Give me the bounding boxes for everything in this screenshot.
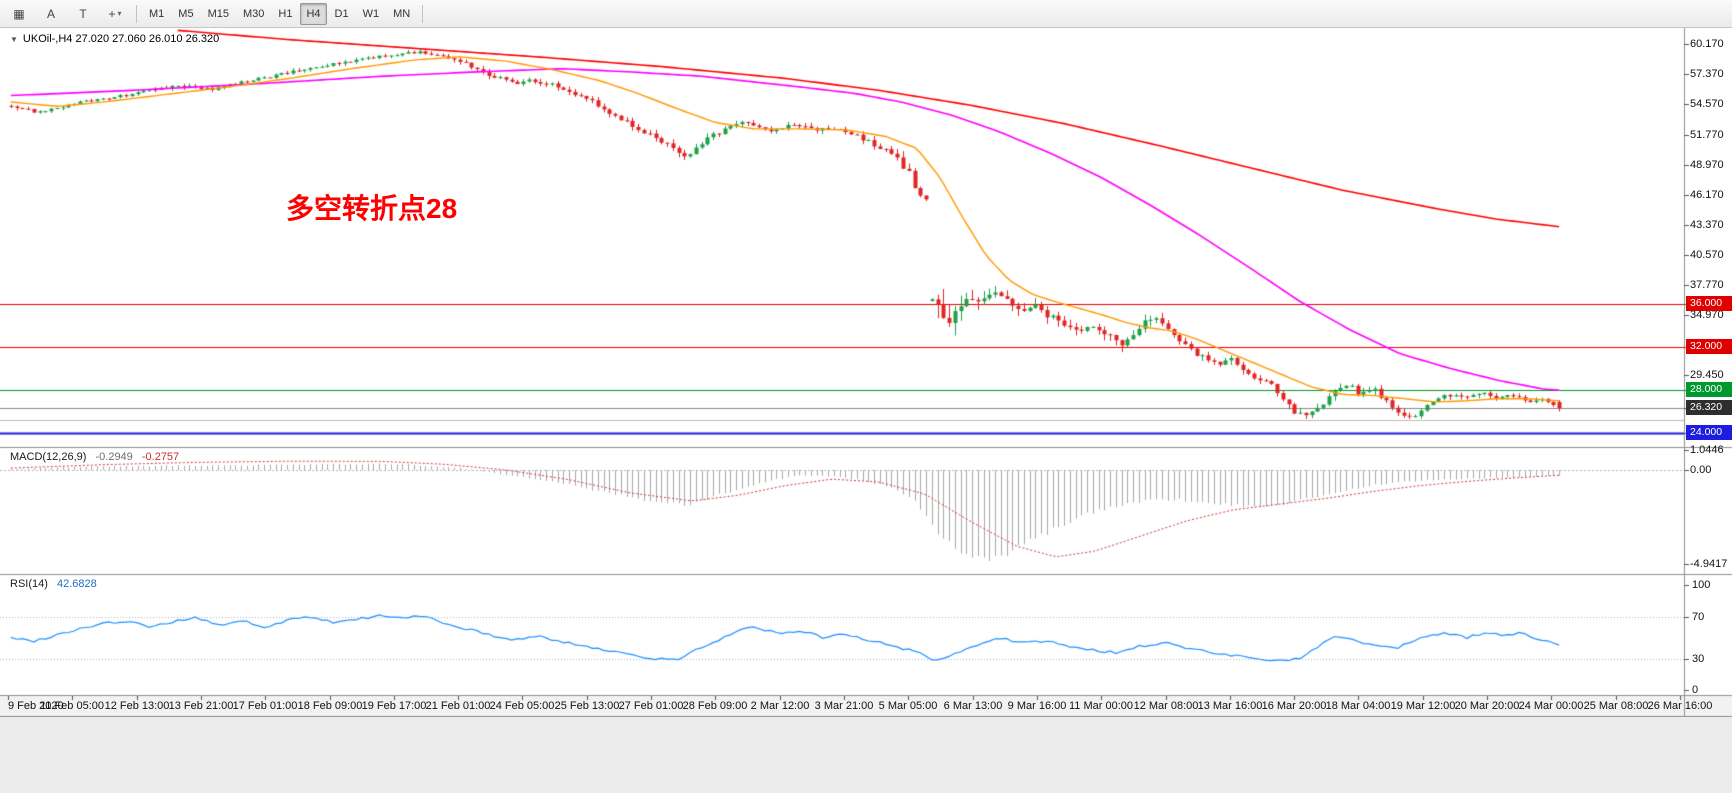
- annotation-text[interactable]: 多空转折点28: [286, 193, 458, 224]
- macd-name: MACD(12,26,9): [10, 451, 87, 463]
- tf-button-m30[interactable]: M30: [242, 7, 265, 20]
- crosshair-dropdown-button[interactable]: + ▾: [108, 6, 122, 21]
- toolbar-tools: ▦ A T + ▾: [4, 3, 130, 25]
- tf-button-w1[interactable]: W1: [362, 7, 380, 20]
- rsi-value: 42.6828: [56, 578, 97, 590]
- timeframe-buttons: M1 M5 M15 M30 H1 H4 D1 W1 MN: [143, 2, 416, 25]
- toolbar-separator: [136, 4, 137, 23]
- cursor-a-button[interactable]: A: [46, 6, 55, 21]
- rsi-subwindow[interactable]: [0, 575, 1684, 695]
- tf-button-d1[interactable]: D1: [334, 7, 349, 20]
- tf-button-m5[interactable]: M5: [178, 7, 194, 20]
- price-axis[interactable]: [1684, 28, 1732, 717]
- tf-button-m1[interactable]: M1: [149, 7, 165, 20]
- tf-button-h1[interactable]: H1: [278, 7, 293, 20]
- symbol-ohlc-label: ▼ UKOil-,H4 27.020 27.060 26.010 26.320: [10, 33, 219, 45]
- macd-indicator-label: MACD(12,26,9) -0.2949 -0.2757: [10, 451, 179, 463]
- caret-down-icon: ▾: [117, 9, 122, 18]
- tf-button-mn[interactable]: MN: [393, 7, 411, 20]
- macd-value-main: -0.2949: [95, 451, 133, 463]
- toolbar-separator: [422, 4, 424, 23]
- rsi-indicator-label: RSI(14) 42.6828: [10, 578, 97, 590]
- window-footer: [0, 717, 1732, 793]
- main-chart-area[interactable]: [0, 28, 1684, 447]
- chart-grid-icon-button[interactable]: ▦: [13, 6, 25, 21]
- rsi-name: RSI(14): [10, 578, 48, 590]
- macd-value-signal: -0.2757: [141, 451, 180, 463]
- tf-button-m15[interactable]: M15: [207, 7, 229, 20]
- chart-canvas: [0, 28, 1732, 717]
- tf-button-h4[interactable]: H4: [300, 2, 327, 25]
- time-axis[interactable]: [0, 695, 1684, 717]
- text-tool-button[interactable]: T: [79, 6, 87, 21]
- macd-subwindow[interactable]: [0, 448, 1684, 574]
- collapse-arrow-icon[interactable]: ▼: [10, 34, 18, 44]
- toolbar: ▦ A T + ▾ M1 M5 M15 M30 H1 H4 D1 W1 MN: [0, 0, 1732, 28]
- symbol-ohlc-text: UKOil-,H4 27.020 27.060 26.010 26.320: [22, 33, 220, 45]
